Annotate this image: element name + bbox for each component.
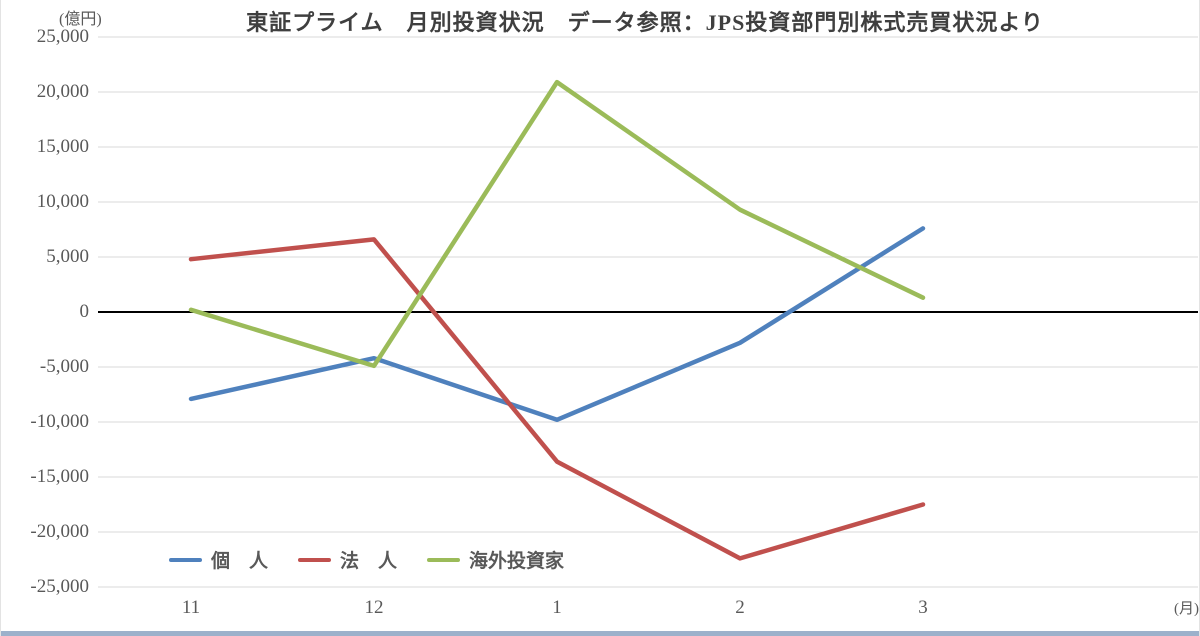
x-axis-label: 1: [552, 597, 562, 618]
series-line-1: [188, 237, 926, 561]
y-axis-label: 25,000: [36, 26, 89, 47]
chart-title: 東証プライム 月別投資状況 データ参照：JPS投資部門別株式売買状況より: [246, 10, 1044, 35]
legend-item-2: 海外投資家: [427, 546, 564, 573]
x-axis-unit-label: (月): [1174, 601, 1199, 617]
y-axis-label: 20,000: [36, 81, 89, 102]
legend-label: 法 人: [340, 551, 398, 572]
y-axis-label: -5,000: [39, 356, 89, 377]
y-axis-label: 0: [79, 301, 90, 322]
window-bottom-edge: [1, 631, 1199, 636]
x-axis-label: 12: [364, 597, 384, 618]
y-axis-label: -10,000: [30, 411, 89, 432]
y-axis-label: -20,000: [30, 521, 89, 542]
y-axis-label: -15,000: [30, 466, 89, 487]
y-axis-label: 15,000: [36, 136, 89, 157]
legend-label: 個 人: [211, 551, 269, 572]
y-axis-label: -25,000: [30, 576, 89, 597]
legend-label: 海外投資家: [469, 551, 565, 572]
legend-swatch-icon: [169, 557, 202, 562]
series-line-0: [188, 226, 926, 423]
y-axis-label: 10,000: [36, 191, 89, 212]
chart-legend: 個 人 法 人 海外投資家: [169, 546, 564, 573]
legend-item-1: 法 人: [298, 546, 397, 573]
legend-item-0: 個 人: [169, 546, 268, 573]
legend-swatch-icon: [427, 557, 461, 562]
x-axis-label: 11: [181, 597, 201, 618]
series-line-2: [188, 79, 926, 369]
legend-swatch-icon: [298, 557, 332, 562]
x-axis-label: 3: [918, 597, 928, 618]
y-axis-label: 5,000: [46, 246, 89, 267]
y-axis-unit-label: (億円): [59, 11, 102, 28]
x-axis-label: 2: [735, 597, 745, 618]
